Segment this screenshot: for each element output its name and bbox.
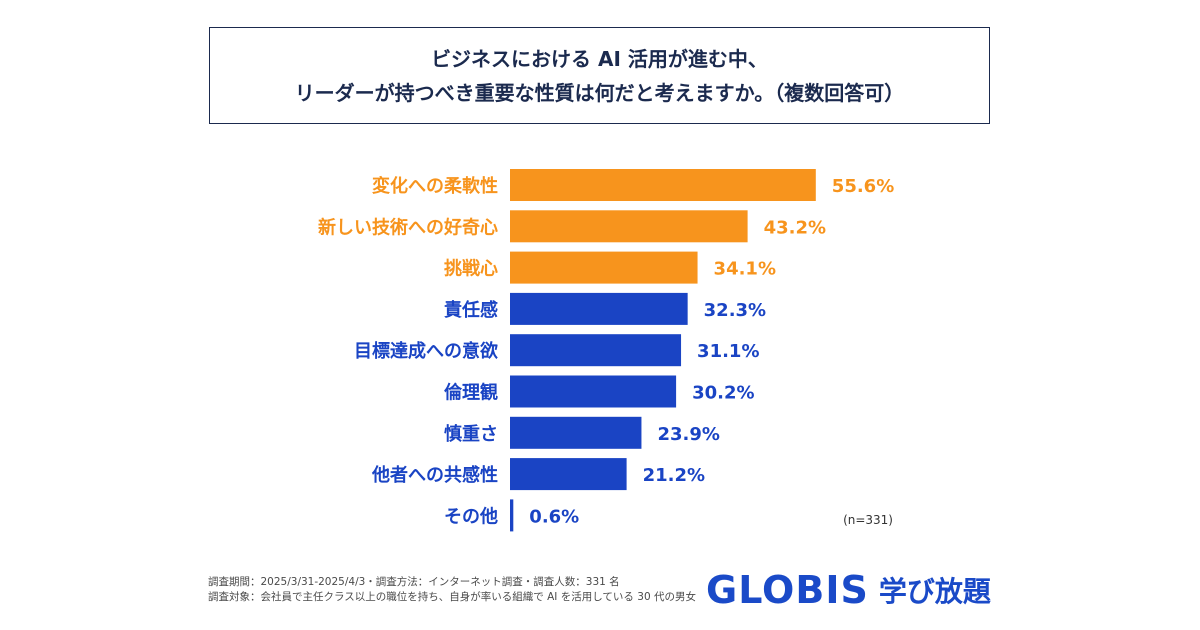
survey-note: 調査期間：2025/3/31-2025/4/3・調査方法：インターネット調査・調… [208,575,696,605]
bar [510,169,816,201]
category-label: 新しい技術への好奇心 [318,216,498,238]
chart-title-line-1: ビジネスにおける AI 活用が進む中、 [431,46,768,71]
value-label: 30.2% [692,383,754,404]
category-label: 他者への共感性 [371,464,498,486]
category-label: その他 [444,505,498,527]
bar [510,416,642,449]
value-label: 32.3% [704,300,766,321]
category-label: 責任感 [444,299,498,321]
value-label: 0.6% [529,506,579,527]
value-label: 55.6% [832,176,894,197]
value-label: 21.2% [643,465,705,486]
chart-title-box: ビジネスにおける AI 活用が進む中、 リーダーが持つべき重要な性質は何だと考え… [209,27,990,124]
category-label: 慎重さ [444,423,498,445]
bar [510,458,627,491]
value-label: 31.1% [697,341,759,362]
bar [510,210,748,243]
sample-size-note: (n=331) [843,513,893,527]
value-label: 34.1% [714,259,776,280]
value-label: 43.2% [764,217,826,238]
bar [510,375,677,408]
survey-period: 調査期間：2025/3/31-2025/4/3・調査方法：インターネット調査・調… [208,576,620,588]
category-label: 変化への柔軟性 [372,175,498,197]
bar [510,334,682,367]
brand-logo: GLOBIS 学び放題 [706,566,991,614]
category-label: 目標達成への意欲 [354,340,498,362]
survey-target: 調査対象：会社員で主任クラス以上の職位を持ち、自身が率いる組織で AI を活用し… [208,591,696,603]
category-label: 倫理観 [444,382,498,404]
category-label: 挑戦心 [444,258,498,280]
bar [510,499,514,532]
chart-title-line-2: リーダーが持つべき重要な性質は何だと考えますか。（複数回答可） [294,80,905,105]
brand-suffix: 学び放題 [878,575,991,608]
value-label: 23.9% [657,424,719,445]
brand-name: GLOBIS [706,568,869,612]
bar [510,251,698,284]
bar [510,292,688,325]
